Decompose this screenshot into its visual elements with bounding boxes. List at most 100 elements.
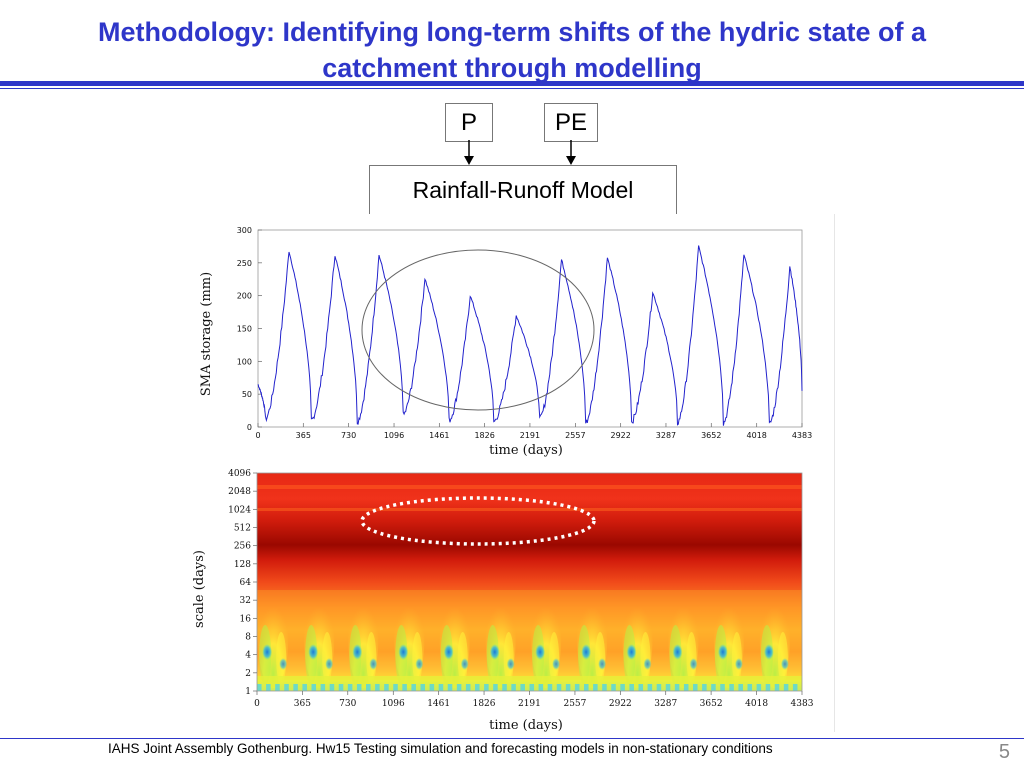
sma-x-axis: 0 365 730 1096 1461 1826 2191 2557 2922 3287 3652 4… — [255, 423, 812, 440]
heatmap-plume-core — [549, 632, 560, 684]
sma-x-tick-label: 0 — [255, 431, 260, 440]
heatmap-x-tick-label: 1461 — [427, 699, 450, 709]
heatmap-blue-spot — [581, 644, 592, 660]
sma-plot-frame — [257, 229, 803, 428]
sma-y-tick-label: 250 — [237, 259, 252, 268]
heatmap-y-axis: 1 2 4 8 16 32 64 128 256 512 1024 2048 4096 — [228, 469, 257, 697]
title-divider-thin — [0, 88, 1024, 89]
heatmap-lowscale-cell — [465, 684, 471, 691]
heatmap-lowscale-cell — [302, 684, 307, 691]
slide-title-line1: Methodology: Identifying long-term shift… — [97, 17, 926, 47]
heatmap-plume-core — [412, 632, 423, 684]
heatmap-blue-spot — [398, 644, 409, 660]
heatmap-blue-spot — [717, 644, 728, 660]
heatmap-lowscale-cell — [647, 684, 653, 691]
sma-y-tick-label: 200 — [237, 292, 252, 301]
heatmap-lowscale-cell — [511, 684, 516, 691]
heatmap-lowscale-cell — [665, 684, 671, 691]
heatmap-lowscale-cell — [329, 684, 335, 691]
heatmap-lowscale-cell — [602, 684, 607, 691]
heatmap-x-tick-label: 3287 — [654, 699, 677, 709]
heatmap-lowscale-cell — [356, 684, 362, 691]
heatmap-plume-core — [322, 632, 333, 684]
sma-y-axis: 0 50 100 150 200 250 300 — [237, 226, 262, 432]
heatmap-y-tick-label: 8 — [245, 633, 251, 643]
heatmap-blue-spot — [443, 644, 454, 660]
heatmap-lowscale-cell — [774, 684, 780, 691]
sma-y-label: SMA storage (mm) — [199, 272, 214, 396]
slide-title-line2: catchment through modelling — [322, 53, 702, 83]
heatmap-lowscale-cell — [711, 684, 716, 691]
heatmap-blue-spot — [279, 658, 288, 670]
sma-x-tick-label: 4018 — [747, 431, 767, 440]
heatmap-band-2048 — [257, 485, 802, 489]
sma-x-tick-label: 4383 — [792, 431, 812, 440]
heatmap-lowscale-cell — [338, 684, 344, 691]
sma-x-tick-label: 3652 — [701, 431, 721, 440]
heatmap-lowscale-cell — [438, 684, 444, 691]
heatmap-x-axis: 0 365 730 1096 1461 1826 2191 2557 2922 3287 3652 4… — [254, 691, 814, 709]
heatmap-lowscale-cell — [574, 684, 580, 691]
sma-storage-series — [257, 245, 803, 426]
heatmap-lowscale-cell — [393, 684, 398, 691]
heatmap-lowscale-cell — [520, 684, 525, 691]
heatmap-midscale-band — [257, 590, 802, 680]
heatmap-lowscale-cell — [484, 684, 489, 691]
heatmap-lowscale-cell — [311, 684, 317, 691]
heatmap-lowscale-cell — [738, 684, 743, 691]
heatmap-lowscale-cell — [456, 684, 462, 691]
heatmap-lowscale-cell — [284, 684, 289, 691]
heatmap-lowscale-cell — [411, 684, 416, 691]
heatmap-lowscale-cell — [429, 684, 435, 691]
heatmap-plume-core — [731, 632, 742, 684]
heatmap-blue-spot — [308, 644, 319, 660]
heatmap-lowscale-cell — [593, 684, 598, 691]
heatmap-lowscale-cell — [565, 684, 571, 691]
heatmap-lowscale-cell — [266, 684, 271, 691]
heatmap-lowscale-cell — [502, 684, 507, 691]
heatmap-annual-plumes — [257, 590, 802, 691]
heatmap-lowscale-cell — [529, 684, 535, 691]
heatmap-y-tick-label: 64 — [240, 578, 252, 588]
title-divider-thick — [0, 81, 1024, 86]
footer-text: IAHS Joint Assembly Gothenburg. Hw15 Tes… — [108, 741, 773, 756]
heatmap-plume-core — [366, 632, 377, 684]
heatmap-y-label: scale (days) — [192, 550, 207, 628]
heatmap-lowscale-cell — [765, 684, 771, 691]
heatmap-lowscale-cell — [293, 684, 298, 691]
sma-x-tick-label: 2557 — [565, 431, 585, 440]
heatmap-blue-spot — [506, 658, 515, 670]
rainfall-runoff-model-box: Rainfall-Runoff Model — [369, 165, 677, 215]
heatmap-lowscale-cell — [347, 684, 353, 691]
heatmap-blue-spot — [763, 644, 774, 660]
sma-x-tick-label: 2191 — [520, 431, 540, 440]
heatmap-blue-spot — [352, 644, 363, 660]
heatmap-lowscale-cell — [275, 684, 280, 691]
arrow-pe-to-model — [566, 140, 576, 165]
heatmap-plume-core — [777, 632, 788, 684]
sma-x-tick-label: 1826 — [474, 431, 494, 440]
heatmap-plume-core — [686, 632, 697, 684]
heatmap-lowscale-cell — [638, 684, 644, 691]
heatmap-x-tick-label: 730 — [339, 699, 356, 709]
heatmap-blue-spot — [369, 658, 378, 670]
heatmap-lowscale-cell — [420, 684, 426, 691]
heatmap-y-tick-label: 1024 — [228, 505, 251, 515]
heatmap-plume-core — [276, 632, 287, 684]
heatmap-blue-spot — [626, 644, 637, 660]
heatmap-y-tick-label: 4096 — [228, 469, 251, 479]
long-scale-highlight-ellipse — [360, 496, 596, 546]
heatmap-lowscale-cell — [674, 684, 680, 691]
heatmap-plume-core — [457, 632, 468, 684]
heatmap-y-tick-label: 128 — [234, 560, 251, 570]
heatmap-blue-spot — [415, 658, 424, 670]
sma-x-label: time (days) — [489, 443, 563, 458]
heatmap-blue-spot — [552, 658, 561, 670]
heatmap-lowscale-cell — [729, 684, 734, 691]
heatmap-y-tick-label: 4 — [245, 651, 251, 661]
heatmap-y-tick-label: 2 — [245, 669, 251, 679]
low-storage-highlight-ellipse — [361, 249, 595, 411]
page-number: 5 — [998, 741, 1010, 763]
heatmap-blue-spot — [689, 658, 698, 670]
